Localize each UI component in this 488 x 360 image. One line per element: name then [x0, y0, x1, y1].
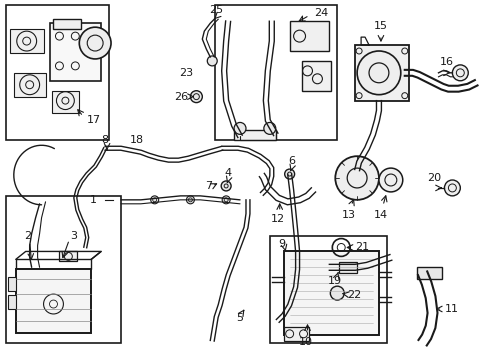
Circle shape	[221, 181, 231, 191]
Bar	[234, 130, 275, 140]
Text: 4: 4	[224, 168, 231, 178]
Circle shape	[222, 196, 230, 204]
Bar	[6, 5, 109, 140]
Bar	[416, 267, 442, 279]
Text: 8: 8	[102, 135, 108, 145]
Circle shape	[150, 196, 158, 204]
Text: 15: 15	[373, 21, 387, 31]
Circle shape	[234, 122, 245, 134]
Bar	[51, 91, 79, 113]
Bar	[10, 29, 43, 53]
Bar	[60, 251, 77, 261]
Text: 12: 12	[270, 214, 284, 224]
Circle shape	[190, 91, 202, 103]
Bar	[8, 295, 16, 309]
Text: 17: 17	[87, 116, 101, 126]
Text: 19: 19	[327, 276, 342, 286]
Text: 14: 14	[373, 210, 387, 220]
Bar	[14, 73, 45, 96]
Text: 9: 9	[278, 239, 285, 248]
Text: 21: 21	[354, 243, 368, 252]
Text: 5: 5	[236, 313, 243, 323]
Text: 24: 24	[314, 8, 328, 18]
Bar	[354, 45, 408, 100]
Bar	[283, 251, 378, 335]
Text: 13: 13	[342, 210, 355, 220]
Text: 16: 16	[439, 57, 452, 67]
Text: 23: 23	[179, 68, 193, 78]
Circle shape	[186, 196, 194, 204]
Bar	[301, 61, 331, 91]
Bar	[6, 196, 121, 343]
Bar	[283, 327, 309, 341]
Bar	[16, 269, 91, 333]
Bar	[289, 21, 328, 51]
Bar	[215, 5, 337, 140]
Circle shape	[444, 180, 459, 196]
Text: 6: 6	[287, 156, 295, 166]
Bar	[269, 235, 386, 343]
Text: 3: 3	[70, 230, 77, 240]
Text: 20: 20	[427, 173, 441, 183]
Circle shape	[284, 169, 294, 179]
Text: 25: 25	[209, 5, 223, 15]
Text: 18: 18	[129, 135, 143, 145]
Text: 11: 11	[444, 304, 458, 314]
Circle shape	[330, 286, 344, 300]
Bar	[339, 262, 356, 273]
Circle shape	[335, 156, 378, 200]
Bar	[53, 19, 81, 29]
Text: 10: 10	[298, 337, 312, 347]
Text: 22: 22	[346, 290, 361, 300]
Circle shape	[207, 56, 217, 66]
Text: 26: 26	[174, 92, 188, 102]
Bar	[49, 23, 101, 81]
Bar	[8, 277, 16, 291]
Circle shape	[378, 168, 402, 192]
Circle shape	[356, 51, 400, 95]
Circle shape	[451, 65, 468, 81]
Circle shape	[264, 122, 275, 134]
Text: 2: 2	[24, 230, 31, 240]
Text: 1: 1	[89, 195, 97, 205]
Text: 7: 7	[204, 181, 211, 191]
Circle shape	[79, 27, 111, 59]
